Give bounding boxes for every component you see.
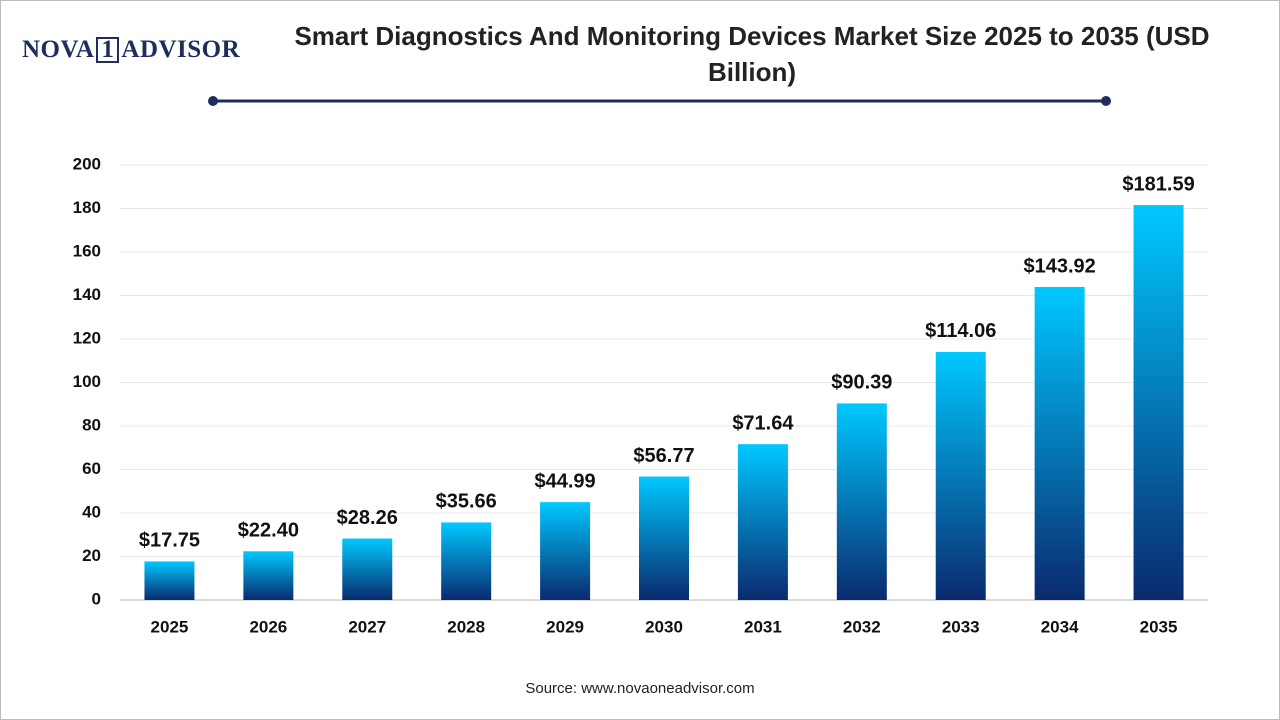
bar: [935, 351, 986, 600]
value-label: $114.06: [925, 320, 996, 342]
y-tick-label: 80: [82, 415, 101, 434]
value-label: $143.92: [1023, 255, 1095, 277]
x-tick-label: 2029: [546, 617, 584, 636]
bar: [540, 502, 591, 600]
value-label: $35.66: [436, 491, 497, 513]
bar: [1034, 286, 1085, 600]
x-tick-label: 2027: [348, 617, 386, 636]
bar: [737, 444, 788, 600]
rule-dot: [1101, 96, 1111, 106]
bar: [1133, 205, 1184, 600]
y-tick-label: 100: [73, 372, 101, 391]
value-label: $181.59: [1122, 173, 1194, 195]
x-tick-label: 2025: [151, 617, 189, 636]
y-tick-label: 40: [82, 502, 101, 521]
x-tick-label: 2026: [249, 617, 287, 636]
bar: [639, 476, 689, 600]
x-tick-label: 2031: [744, 617, 782, 636]
rule-dot: [208, 96, 218, 106]
logo-mark: 1: [96, 37, 120, 63]
source: Source: www.novaoneadvisor.com: [525, 680, 755, 697]
x-tick-label: 2028: [447, 617, 485, 636]
x-tick-label: 2035: [1140, 617, 1178, 636]
value-label: $44.99: [535, 470, 596, 492]
y-tick-label: 180: [73, 198, 101, 217]
bar: [243, 551, 294, 600]
x-tick-label: 2032: [843, 617, 881, 636]
value-label: $90.39: [831, 372, 892, 394]
y-tick-label: 140: [73, 285, 101, 304]
logo: NOVA 1 ADVISOR: [22, 36, 240, 64]
logo-text: ADVISOR: [121, 36, 241, 63]
bar: [144, 561, 195, 600]
chart-title: Smart Diagnostics And Monitoring Devices…: [294, 21, 1210, 87]
y-tick-label: 120: [73, 328, 101, 347]
y-tick-label: 60: [82, 459, 101, 478]
value-label: $71.64: [732, 412, 794, 434]
y-tick-label: 160: [73, 241, 101, 260]
logo-text: NOVA: [22, 36, 95, 63]
y-tick-label: 200: [73, 154, 101, 173]
y-tick-label: 20: [82, 546, 101, 565]
value-label: $56.77: [633, 445, 694, 467]
x-tick-label: 2033: [942, 617, 980, 636]
x-tick-label: 2030: [645, 617, 683, 636]
value-label: $22.40: [238, 520, 299, 542]
value-label: $28.26: [337, 507, 398, 529]
bar: [441, 522, 492, 600]
value-label: $17.75: [139, 530, 200, 552]
bar: [342, 538, 393, 600]
y-tick-label: 0: [92, 589, 101, 608]
x-tick-label: 2034: [1041, 617, 1079, 636]
bar: [836, 403, 887, 600]
